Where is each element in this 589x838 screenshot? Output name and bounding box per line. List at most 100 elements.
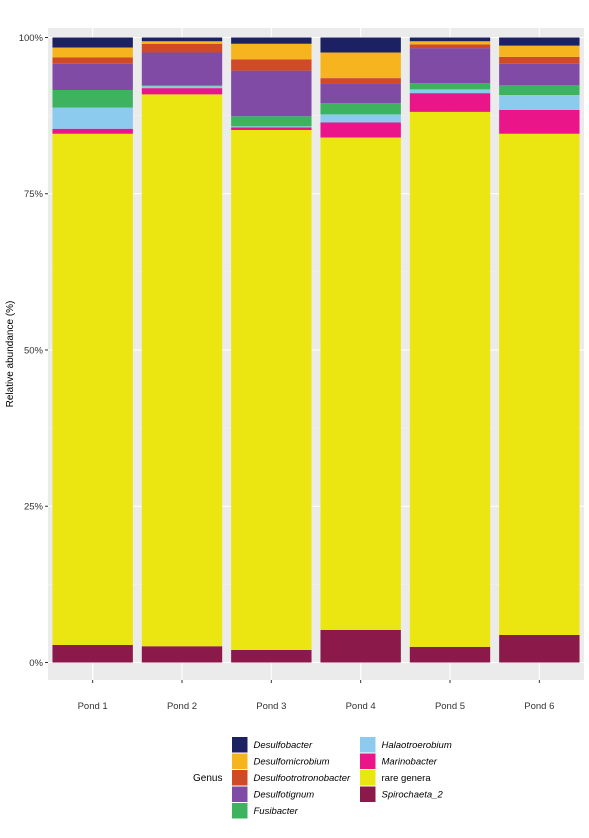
legend-swatch — [232, 737, 248, 753]
bar-segment-1-3 — [52, 107, 133, 129]
bar-segment-4-4 — [320, 103, 401, 115]
bar-segment-2-5 — [141, 52, 223, 85]
bar-segment-6-2 — [499, 110, 580, 134]
bar-segment-1-5 — [52, 63, 133, 90]
bar-segment-1-4 — [52, 90, 133, 108]
bar-segment-4-1 — [320, 137, 401, 630]
bar-segment-4-5 — [320, 83, 401, 104]
bar-segment-6-5 — [499, 63, 580, 85]
bar-segment-3-7 — [231, 43, 312, 60]
x-tick-label-3: Pond 4 — [346, 701, 376, 712]
bar-segment-4-3 — [320, 114, 401, 123]
legend-item-0-2: Desulfootrotronobacter — [232, 770, 351, 786]
bar-segment-6-4 — [499, 85, 580, 95]
bar-segment-4-0 — [320, 630, 401, 663]
bar-segment-3-0 — [231, 650, 312, 663]
x-axis: Pond 1 Pond 2 Pond 3 Pond 4 Pond 5 Pond 6 — [78, 680, 554, 712]
bar-stack-2 — [141, 37, 223, 663]
x-tick-label-0: Pond 1 — [78, 701, 108, 712]
bar-stack-6 — [499, 37, 580, 663]
bar-segment-6-1 — [499, 133, 580, 635]
bar-stack-4 — [320, 37, 401, 663]
legend-title: Genus — [193, 773, 222, 784]
bar-segment-1-6 — [52, 57, 133, 64]
legend-swatch — [360, 737, 376, 753]
bar-segment-2-0 — [141, 646, 223, 663]
legend-label: Fusibacter — [254, 806, 299, 817]
bar-segment-5-8 — [409, 37, 491, 42]
bar-segment-1-8 — [52, 37, 133, 48]
y-axis-label: Relative abundance (%) — [5, 301, 16, 408]
y-tick-label-1: 25% — [24, 502, 44, 513]
legend-label: Spirochaeta_2 — [382, 790, 444, 801]
bar-segment-6-8 — [499, 37, 580, 46]
legend-item-0-3: Desulfotignum — [232, 786, 315, 802]
bar-segment-5-3 — [409, 89, 491, 94]
bar-segment-3-1 — [231, 130, 312, 650]
y-axis: 0% 25% 50% 75% 100% — [19, 33, 48, 669]
bar-segment-4-6 — [320, 78, 401, 84]
bar-segment-6-7 — [499, 45, 580, 57]
legend-swatch — [360, 786, 376, 802]
legend-item-1-1: Marinobacter — [360, 753, 438, 769]
bar-segment-5-6 — [409, 44, 491, 49]
bar-segment-4-2 — [320, 122, 401, 138]
bar-segment-3-5 — [231, 70, 312, 117]
legend-label: Marinobacter — [382, 757, 438, 768]
bar-segment-5-4 — [409, 83, 491, 90]
legend-label: Halaotroerobium — [382, 740, 452, 751]
bar-stack-1 — [52, 37, 133, 663]
bar-stack-3 — [231, 37, 312, 663]
legend-label: Desulfotignum — [254, 790, 315, 801]
bar-segment-2-7 — [141, 41, 223, 44]
y-tick-label-0: 0% — [29, 658, 43, 669]
bar-segment-6-0 — [499, 635, 580, 663]
legend-label: Desulfobacter — [254, 740, 313, 751]
legend-label: Desulfomicrobium — [254, 757, 330, 768]
bar-segment-2-8 — [141, 37, 223, 42]
legend-item-1-2: rare genera — [360, 770, 431, 786]
bar-segment-2-3 — [141, 86, 223, 89]
bar-segment-5-5 — [409, 48, 491, 84]
bar-segment-5-1 — [409, 111, 491, 647]
legend-item-1-3: Spirochaeta_2 — [360, 786, 444, 802]
bar-segment-1-2 — [52, 128, 133, 134]
legend: Genus Desulfobacter Desulfomicrobium Desulf… — [193, 737, 452, 819]
x-tick-label-5: Pond 6 — [524, 701, 554, 712]
bar-segment-4-8 — [320, 37, 401, 53]
bar-segment-2-4 — [141, 85, 223, 87]
legend-swatch — [232, 803, 248, 819]
bar-segment-3-8 — [231, 37, 312, 44]
bar-segment-3-6 — [231, 59, 312, 71]
bar-segment-6-3 — [499, 95, 580, 110]
bar-segment-1-0 — [52, 645, 133, 663]
bar-segment-5-2 — [409, 93, 491, 112]
legend-swatch — [360, 753, 376, 769]
panel-background — [48, 28, 584, 680]
y-tick-label-3: 75% — [24, 189, 44, 200]
x-tick-label-2: Pond 3 — [256, 701, 286, 712]
bar-segment-1-7 — [52, 47, 133, 58]
legend-label: rare genera — [382, 773, 432, 784]
y-tick-label-4: 100% — [19, 33, 44, 44]
bar-segment-5-7 — [409, 41, 491, 45]
bar-segment-2-6 — [141, 43, 223, 53]
bar-segment-4-7 — [320, 52, 401, 79]
legend-item-0-4: Fusibacter — [232, 803, 299, 819]
bar-segment-5-0 — [409, 646, 491, 663]
legend-item-0-0: Desulfobacter — [232, 737, 313, 753]
bar-segment-2-2 — [141, 88, 223, 95]
bar-segment-3-3 — [231, 126, 312, 128]
bars — [52, 37, 580, 663]
legend-item-0-1: Desulfomicrobium — [232, 753, 330, 769]
bar-segment-2-1 — [141, 94, 223, 647]
legend-swatch — [232, 786, 248, 802]
bar-segment-6-6 — [499, 56, 580, 64]
legend-swatch — [232, 753, 248, 769]
legend-item-1-0: Halaotroerobium — [360, 737, 452, 753]
y-tick-label-2: 50% — [24, 345, 44, 356]
legend-swatch — [360, 770, 376, 786]
bar-stack-5 — [409, 37, 491, 663]
